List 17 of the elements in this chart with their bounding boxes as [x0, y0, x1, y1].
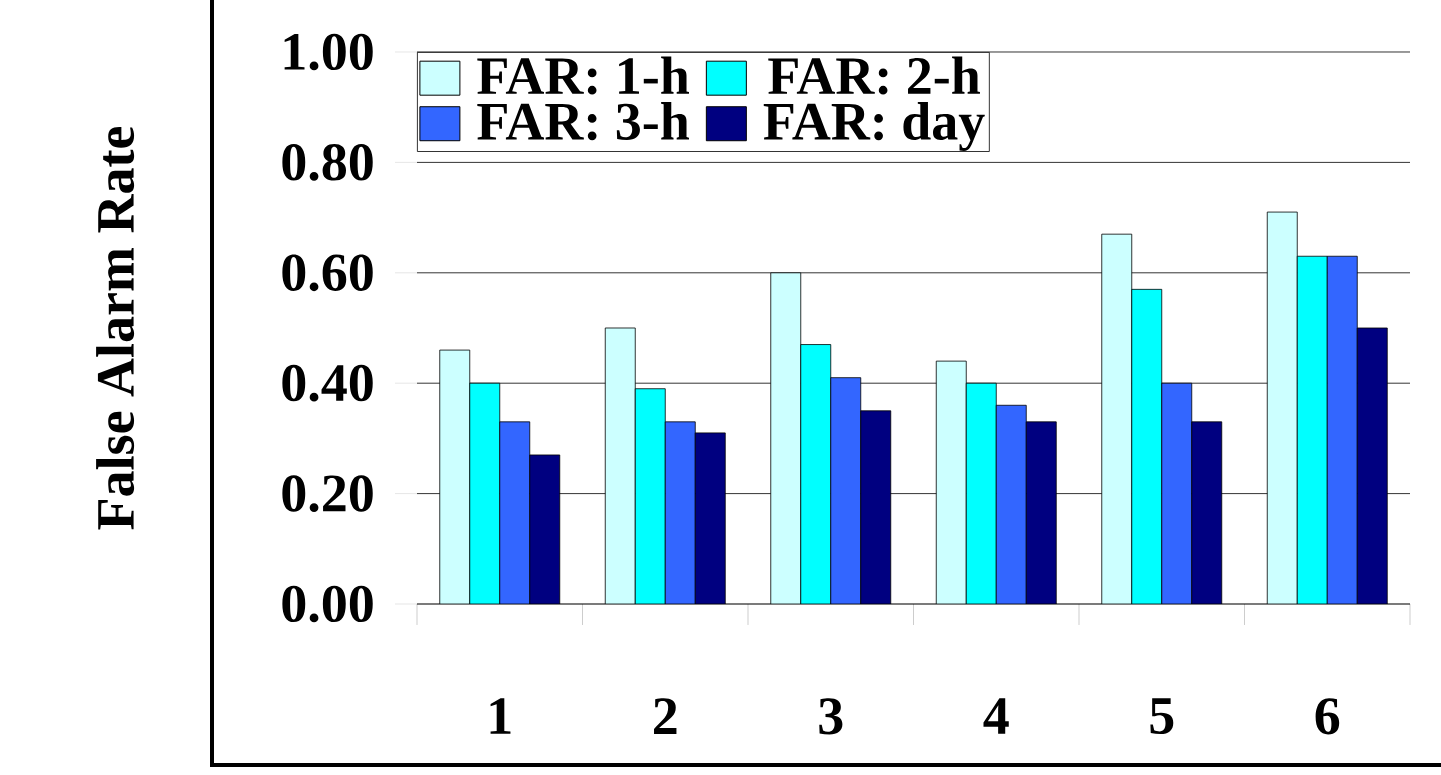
- x-tick-label: 4: [983, 698, 1009, 734]
- y-tick-label: 0.60: [282, 254, 373, 292]
- y-tick-label: 0.20: [282, 475, 373, 512]
- legend-label: FAR: day: [763, 101, 985, 152]
- legend-label: FAR: 3-h: [477, 101, 689, 141]
- x-tick-label: 6: [1315, 698, 1340, 735]
- y-tick-label: 0.80: [282, 144, 373, 181]
- x-tick-label: 1: [490, 698, 511, 734]
- y-tick-label: 0.00: [282, 585, 373, 623]
- x-tick-label: 5: [1150, 698, 1174, 735]
- x-tick-label: 2: [654, 698, 677, 734]
- y-tick-label: 1.00: [284, 33, 373, 71]
- legend-label: FAR: 1-h: [477, 56, 689, 95]
- x-tick-label: 3: [819, 698, 843, 735]
- y-tick-label: 0.40: [282, 364, 373, 402]
- legend-label: FAR: 2-h: [768, 56, 980, 95]
- y-axis-title: False Alarm Rate: [96, 126, 135, 530]
